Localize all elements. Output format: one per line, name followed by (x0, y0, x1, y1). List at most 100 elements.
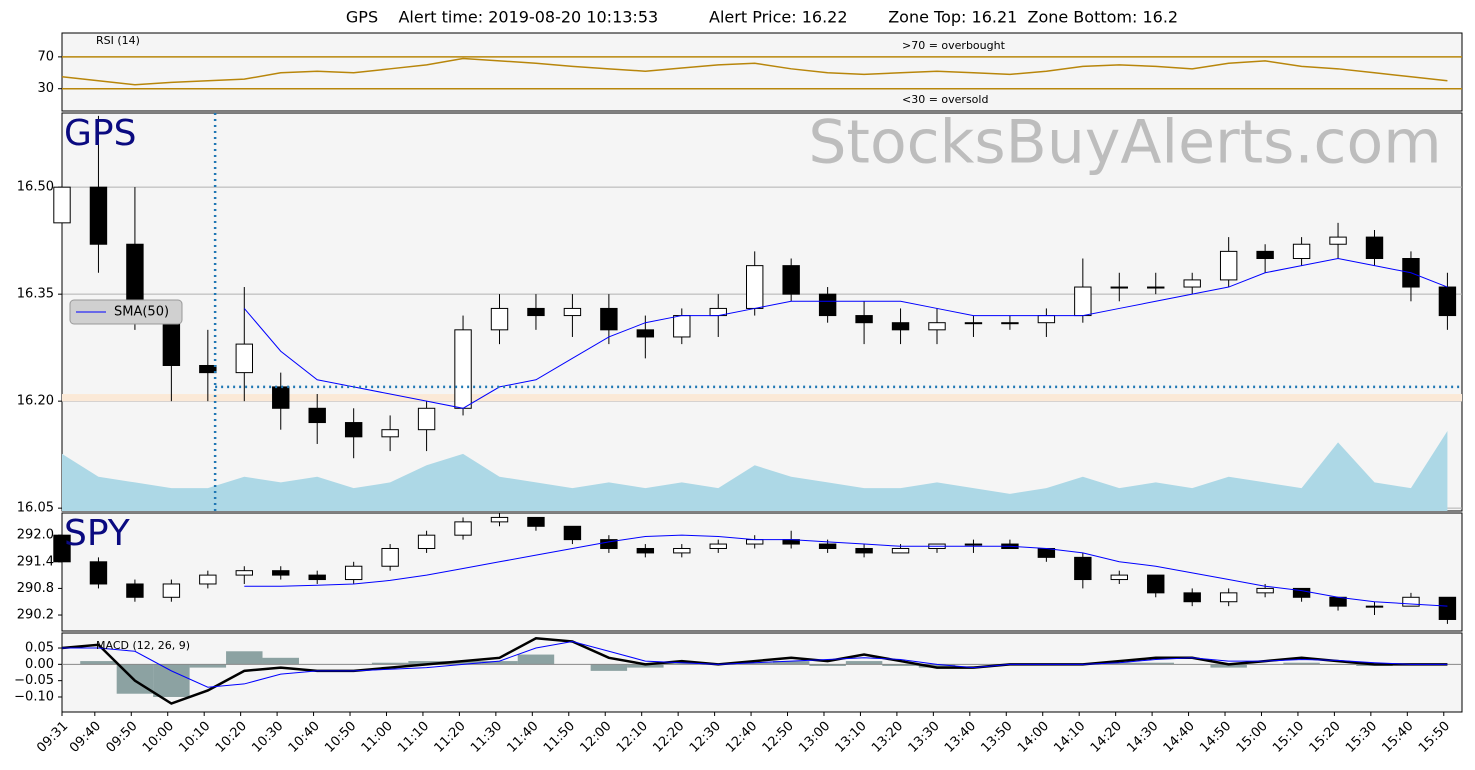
y-tick-label: 70 (37, 49, 54, 64)
macd-histogram-bar (663, 662, 701, 665)
candle-body (490, 516, 509, 523)
legend-label: SMA(50) (114, 305, 169, 320)
candle-body (1438, 596, 1457, 620)
candle-body (818, 543, 837, 549)
x-tick-label: 15:10 (1270, 719, 1307, 756)
panel-label: GPS (64, 113, 136, 154)
candle-body (1365, 236, 1384, 260)
candle-body (1256, 250, 1274, 260)
candle-body (417, 407, 436, 431)
macd-histogram-bar (153, 664, 190, 697)
legend-box (69, 299, 183, 325)
panel-label: SPY (64, 513, 131, 554)
candle-body (1037, 547, 1056, 558)
x-tick-label: 11:20 (432, 719, 469, 756)
candle-body (53, 534, 71, 563)
x-tick-label: 14:30 (1124, 719, 1161, 756)
macd-histogram-bar (627, 664, 664, 668)
candle-body (308, 574, 326, 581)
candle-body (1074, 286, 1092, 317)
candle-body (600, 539, 618, 549)
macd-histogram-bar (408, 661, 445, 665)
macd-histogram-bar (772, 661, 810, 665)
macd-histogram-bar (736, 662, 773, 665)
annotation: <30 = oversold (902, 93, 988, 106)
candle-body (1001, 322, 1019, 325)
y-tick-label: 290.8 (17, 581, 54, 596)
candle-body (855, 547, 873, 554)
x-tick-label: 09:40 (67, 719, 104, 756)
candle-body (1292, 243, 1311, 260)
x-tick-label: 10:50 (322, 719, 359, 756)
candle-body (964, 322, 983, 325)
candle-body (454, 521, 472, 536)
x-tick-label: 12:10 (614, 719, 651, 756)
candle-body (746, 265, 764, 309)
macd-histogram-bar (189, 664, 227, 668)
candle-body (1183, 279, 1201, 288)
candle-body (1110, 574, 1128, 581)
candle-body (1292, 587, 1311, 598)
candle-body (1110, 286, 1128, 289)
candle-body (490, 307, 509, 331)
candle-body (636, 547, 655, 554)
candle-body (636, 329, 655, 338)
x-tick-label: 14:10 (1051, 719, 1088, 756)
x-tick-label: 11:40 (505, 719, 542, 756)
candle-body (381, 429, 399, 438)
x-tick-label: 12:30 (687, 719, 724, 756)
candle-body (527, 307, 545, 317)
x-tick-label: 15:20 (1307, 719, 1344, 756)
alert-zone (62, 394, 1462, 402)
x-tick-label: 15:30 (1343, 719, 1380, 756)
x-tick-label: 15:40 (1380, 719, 1417, 756)
sma-line (243, 257, 1448, 409)
x-tick-label: 14:50 (1197, 719, 1234, 756)
candle-body (1147, 286, 1165, 289)
candle-body (417, 534, 436, 549)
y-tick-label: 16.20 (17, 394, 54, 409)
y-tick-label: 16.50 (17, 180, 54, 195)
macd-histogram-bar (1137, 662, 1174, 665)
candle-body (1365, 605, 1384, 608)
x-tick-label: 13:00 (796, 719, 833, 756)
candle-body (1329, 596, 1347, 607)
x-tick-label: 14:20 (1088, 719, 1125, 756)
candle-body (89, 561, 108, 585)
candle-body (746, 539, 764, 545)
x-tick-label: 10:20 (213, 719, 250, 756)
annotation: >70 = overbought (902, 39, 1006, 52)
candle-body (162, 583, 181, 598)
candle-body (272, 570, 290, 576)
x-tick-label: 11:00 (359, 719, 396, 756)
candle-body (1256, 587, 1274, 594)
macd-histogram-bar (918, 664, 956, 668)
candle-body (235, 343, 253, 374)
candle-body (964, 543, 983, 546)
candle-body (563, 307, 582, 317)
x-tick-label: 14:40 (1161, 719, 1198, 756)
candle-body (928, 322, 946, 331)
candle-body (673, 315, 691, 338)
candle-body (527, 516, 545, 527)
candle-body (1183, 592, 1201, 603)
x-tick-label: 10:00 (140, 719, 177, 756)
x-tick-label: 13:40 (942, 719, 979, 756)
x-tick-label: 09:50 (103, 719, 140, 756)
panel (61, 32, 1463, 112)
panel-label: RSI (14) (96, 34, 140, 47)
y-tick-label: 30 (37, 81, 54, 96)
candle-body (199, 364, 217, 374)
candle-body (1074, 556, 1092, 581)
candle-body (344, 422, 363, 438)
macd-histogram-bar (590, 664, 628, 671)
volume-area (62, 431, 1448, 511)
candle-body (673, 547, 691, 554)
macd-histogram-bar (1283, 662, 1320, 665)
candle-body (235, 570, 253, 576)
macd-histogram-bar (262, 657, 299, 665)
x-tick-label: 12:40 (723, 719, 760, 756)
candle-body (53, 186, 71, 224)
x-tick-label: 11:30 (468, 719, 505, 756)
